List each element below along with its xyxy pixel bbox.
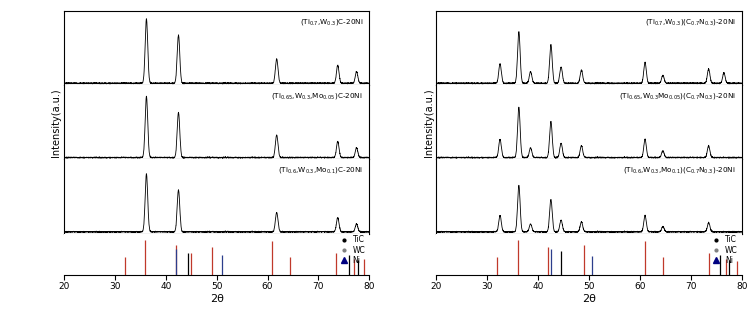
Y-axis label: Intensity(a.u.): Intensity(a.u.) [51,88,61,157]
X-axis label: 2θ: 2θ [209,294,224,304]
Y-axis label: Intensity(a.u.): Intensity(a.u.) [424,88,434,157]
Text: (Ti$_{0.65}$,W$_{0.3}$Mo$_{0.05}$)(C$_{0.7}$N$_{0.3}$)-20Ni: (Ti$_{0.65}$,W$_{0.3}$Mo$_{0.05}$)(C$_{0… [619,91,736,101]
Text: (Ti$_{0.7}$,W$_{0.3}$)(C$_{0.7}$N$_{0.3}$)-20Ni: (Ti$_{0.7}$,W$_{0.3}$)(C$_{0.7}$N$_{0.3}… [645,17,736,27]
Legend: TiC, WC, Ni: TiC, WC, Ni [709,236,738,265]
Text: (Ti$_{0.65}$,W$_{0.3}$,Mo$_{0.05}$)C-20Ni: (Ti$_{0.65}$,W$_{0.3}$,Mo$_{0.05}$)C-20N… [272,91,363,101]
Text: (Ti$_{0.6}$,W$_{0.3}$,Mo$_{0.1}$)(C$_{0.7}$N$_{0.3}$)-20Ni: (Ti$_{0.6}$,W$_{0.3}$,Mo$_{0.1}$)(C$_{0.… [623,165,736,175]
Text: (Ti$_{0.6}$,W$_{0.3}$,Mo$_{0.1}$)C-20Ni: (Ti$_{0.6}$,W$_{0.3}$,Mo$_{0.1}$)C-20Ni [278,165,363,175]
Text: (Ti$_{0.7}$,W$_{0.3}$)C-20Ni: (Ti$_{0.7}$,W$_{0.3}$)C-20Ni [300,17,363,27]
X-axis label: 2θ: 2θ [582,294,596,304]
Legend: TiC, WC, Ni: TiC, WC, Ni [336,236,365,265]
